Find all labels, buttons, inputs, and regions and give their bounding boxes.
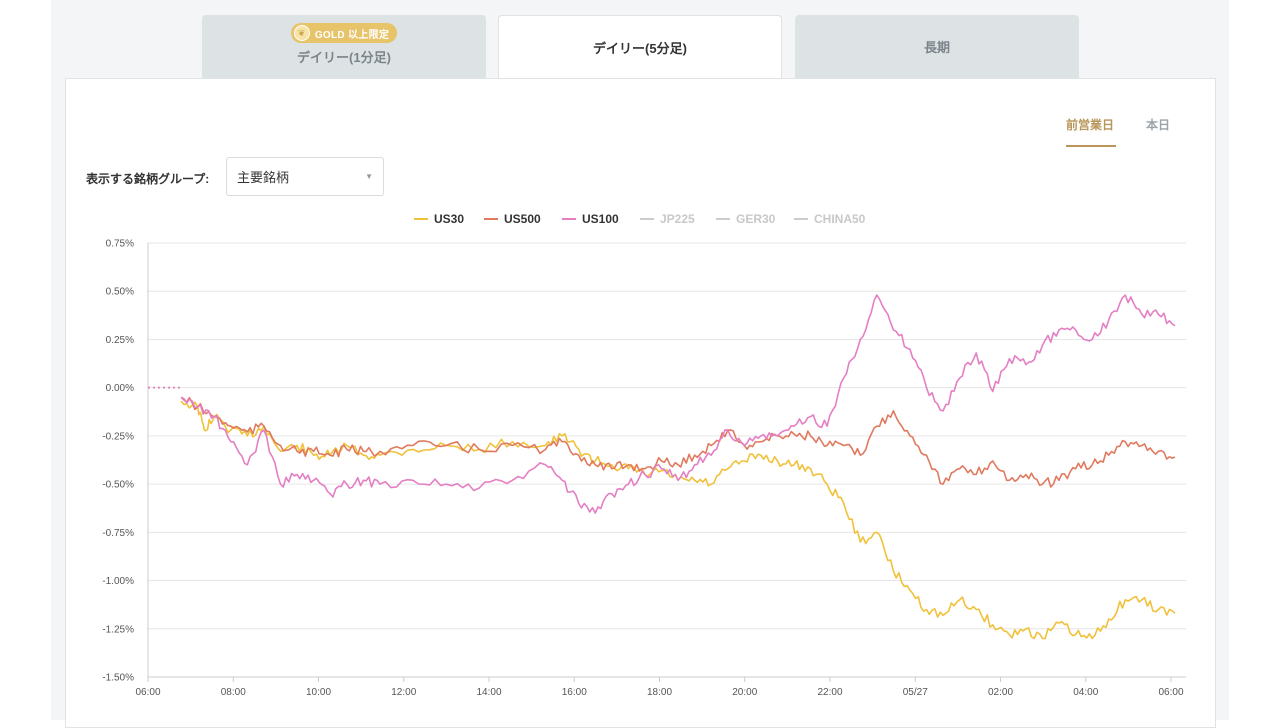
x-tick-label: 12:00 bbox=[391, 687, 416, 698]
legend-swatch bbox=[716, 218, 730, 220]
y-tick-label: -1.00% bbox=[102, 576, 134, 587]
y-tick-label: -1.25% bbox=[102, 624, 134, 635]
series-line-us500 bbox=[180, 396, 1176, 488]
gold-coin-icon: ❦ bbox=[293, 25, 310, 41]
legend-ger30[interactable]: GER30 bbox=[716, 212, 775, 226]
x-tick-label: 02:00 bbox=[988, 687, 1013, 698]
legend-label: CHINA50 bbox=[814, 212, 866, 226]
x-tick-label: 14:00 bbox=[476, 687, 501, 698]
legend-swatch bbox=[414, 218, 428, 220]
legend-jp225[interactable]: JP225 bbox=[640, 212, 695, 226]
legend-china50[interactable]: CHINA50 bbox=[794, 212, 865, 226]
x-tick-label: 10:00 bbox=[306, 687, 331, 698]
x-tick-label: 22:00 bbox=[817, 687, 842, 698]
group-select[interactable]: 主要銘柄 ▼ bbox=[226, 157, 384, 196]
tab-daily-1min[interactable]: ❦ GOLD 以上限定 デイリー(1分足) bbox=[202, 15, 486, 78]
y-tick-label: 0.50% bbox=[106, 287, 134, 298]
legend-swatch bbox=[794, 218, 808, 220]
x-tick-label: 20:00 bbox=[732, 687, 757, 698]
period-previous-day[interactable]: 前営業日 bbox=[1066, 118, 1115, 132]
legend-label: GER30 bbox=[736, 212, 776, 226]
period-selected-underline bbox=[1066, 145, 1116, 147]
x-tick-label: 06:00 bbox=[1158, 687, 1183, 698]
tab-daily-5min[interactable]: デイリー(5分足) bbox=[498, 15, 782, 79]
y-tick-label: -1.50% bbox=[102, 673, 134, 684]
chart-legend: US30 US500 US100 JP225 GER30 CHINA50 bbox=[0, 212, 1280, 228]
y-tick-label: -0.25% bbox=[102, 431, 134, 442]
y-tick-label: 0.25% bbox=[106, 335, 134, 346]
series-line-us30 bbox=[180, 400, 1176, 640]
legend-swatch bbox=[562, 218, 576, 220]
legend-label: US500 bbox=[504, 212, 541, 226]
legend-label: JP225 bbox=[660, 212, 695, 226]
y-tick-label: 0.00% bbox=[106, 383, 134, 394]
legend-swatch bbox=[484, 218, 498, 220]
legend-label: US30 bbox=[434, 212, 465, 226]
group-select-value: 主要銘柄 bbox=[237, 170, 290, 185]
x-tick-label: 06:00 bbox=[135, 687, 160, 698]
series-line-us100 bbox=[180, 294, 1176, 514]
legend-us500[interactable]: US500 bbox=[484, 212, 541, 226]
tab-label: デイリー(5分足) bbox=[593, 41, 687, 56]
y-tick-label: -0.50% bbox=[102, 480, 134, 491]
y-tick-label: -0.75% bbox=[102, 528, 134, 539]
period-today[interactable]: 本日 bbox=[1146, 118, 1171, 132]
legend-label: US100 bbox=[582, 212, 619, 226]
tab-label: 長期 bbox=[923, 40, 950, 55]
gold-badge-label: GOLD 以上限定 bbox=[314, 29, 390, 41]
gold-limited-badge: ❦ GOLD 以上限定 bbox=[290, 23, 398, 43]
tab-label: デイリー(1分足) bbox=[297, 50, 391, 65]
x-tick-label: 08:00 bbox=[221, 687, 246, 698]
tab-long-term[interactable]: 長期 bbox=[795, 15, 1079, 78]
y-tick-label: 0.75% bbox=[106, 239, 134, 250]
x-tick-label: 04:00 bbox=[1073, 687, 1098, 698]
legend-us100[interactable]: US100 bbox=[562, 212, 619, 226]
x-tick-label: 18:00 bbox=[647, 687, 672, 698]
group-select-label: 表示する銘柄グループ: bbox=[86, 172, 210, 186]
x-tick-label: 05/27 bbox=[903, 687, 928, 698]
legend-swatch bbox=[640, 218, 654, 220]
legend-us30[interactable]: US30 bbox=[414, 212, 464, 226]
chevron-down-icon: ▼ bbox=[365, 172, 373, 181]
x-tick-label: 16:00 bbox=[562, 687, 587, 698]
